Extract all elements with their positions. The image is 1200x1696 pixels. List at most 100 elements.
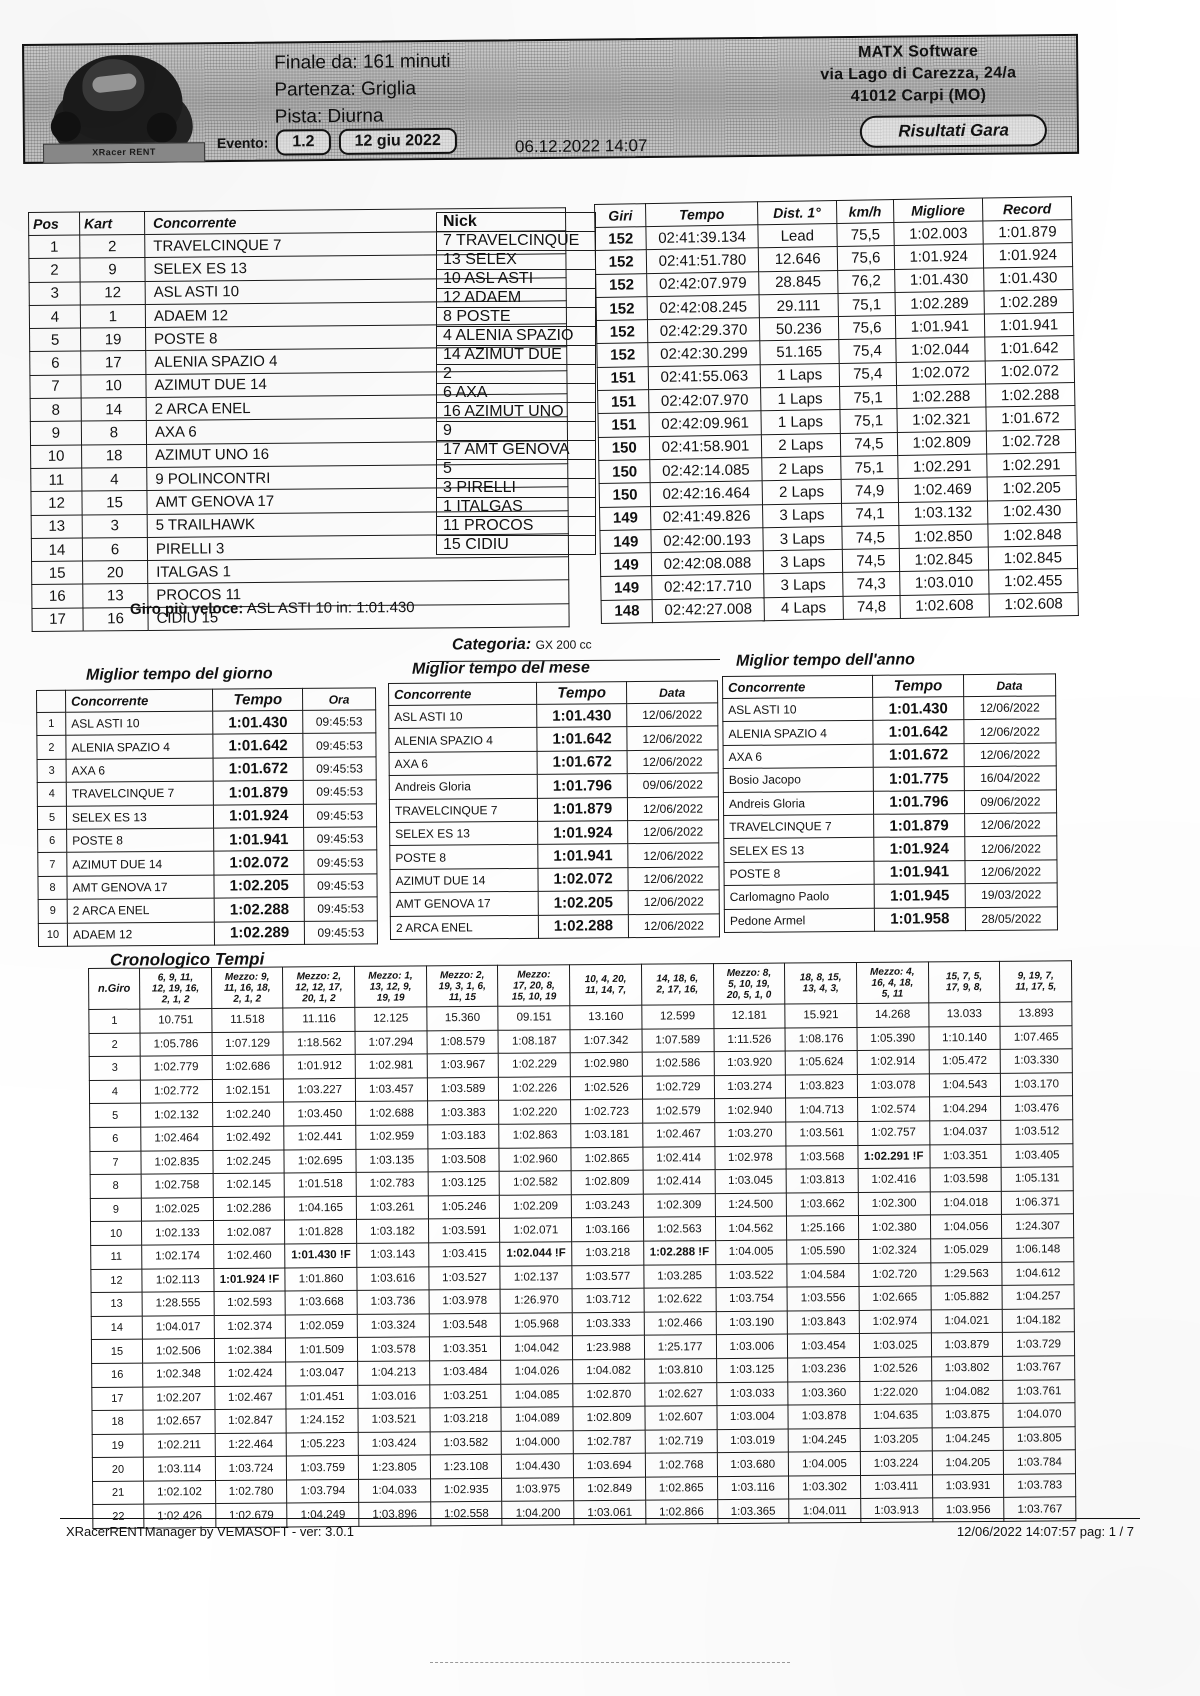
cell-kmh: 75,1 (838, 292, 896, 317)
bd-col-index (36, 690, 66, 713)
table-row: TRAVELCINQUE 7 1:01.879 12/06/2022 (723, 812, 1057, 839)
cell-name: Andreis Gloria (389, 774, 538, 800)
cell-laptime: 1:04.165 (284, 1196, 357, 1221)
cell-laptime: 1:03.662 (786, 1192, 859, 1217)
cell-record: 1:02.455 (988, 568, 1079, 594)
bd-col-ora: Ora (302, 687, 376, 711)
cell-tempo: 02:41:39.134 (646, 224, 758, 250)
cell-laptime: 1:03.754 (715, 1287, 788, 1312)
table-row: 17 AMT GENOVA (436, 440, 596, 460)
cell-giro: 6 (89, 1127, 141, 1152)
fastest-lap-line: Giro più veloce: ASL ASTI 10 in: 1:01.43… (130, 599, 415, 618)
cell-laptime: 1:03.680 (716, 1452, 789, 1477)
event-date-pill: 12 giu 2022 (338, 127, 457, 155)
cell-laptime: 1:03.045 (714, 1169, 787, 1194)
cell-kmh: 74,5 (841, 525, 900, 550)
cell-giro: 21 (92, 1480, 144, 1505)
by-col-data: Data (963, 673, 1056, 697)
cell-index: 3 (37, 759, 67, 783)
cell-laptime: 1:01.451 (286, 1384, 359, 1410)
cell-laptime: 1:25.166 (786, 1215, 859, 1240)
cell-laptime: 1:03.978 (428, 1289, 501, 1314)
cell-giro: 1 (88, 1009, 141, 1034)
cell-ora: 09:45:53 (304, 920, 378, 945)
cell-laptime: 1:02.563 (643, 1216, 716, 1242)
cell-laptime: 1:03.589 (427, 1077, 499, 1102)
cell-laptime: 1:02.207 (142, 1386, 215, 1411)
cell-tempo: 1:01.430 (536, 703, 627, 728)
cell-laptime: 1:03.415 (428, 1242, 501, 1267)
cell-laptime: 1:02.835 (140, 1150, 213, 1175)
cell-laptime: 1:03.227 (283, 1078, 356, 1103)
cell-laptime: 15.921 (784, 1003, 857, 1028)
cell-laptime: 1:02.309 (643, 1193, 715, 1218)
cell-kmh: 74,9 (841, 478, 899, 503)
event-label: Evento: (216, 134, 269, 152)
cell-data: 12/06/2022 (963, 695, 1056, 720)
crono-col-header: 18, 8, 15, 13, 4, 3, (784, 962, 857, 1005)
best-month-table: Concorrente Tempo Data ASL ASTI 10 1:01.4… (388, 680, 720, 940)
cell-pos: 13 (31, 514, 83, 539)
cell-laptime: 1:04.033 (358, 1478, 431, 1503)
cell-laptime: 1:03.218 (571, 1241, 644, 1266)
cell-dist: 2 Laps (761, 456, 842, 482)
cell-dist: 2 Laps (760, 433, 841, 458)
cell-tempo: 1:01.775 (873, 766, 965, 791)
cell-dist: 1 Laps (760, 386, 840, 412)
cell-laptime: 1:02.441 (284, 1125, 356, 1150)
cell-laptime: 1:03.712 (572, 1288, 645, 1313)
cell-laptime: 1:02.071 (499, 1218, 572, 1243)
cell-ora: 09:45:53 (302, 756, 377, 781)
col-nick: Nick (436, 212, 596, 232)
cell-name: TRAVELCINQUE 7 (389, 797, 538, 823)
cell-name: ALENIA SPAZIO 4 (722, 720, 873, 746)
cell-tempo: 1:02.289 (214, 920, 305, 946)
cell-tempo: 1:01.642 (872, 719, 964, 745)
cell-giri: 150 (599, 482, 651, 508)
cell-laptime: 1:03.805 (1003, 1426, 1076, 1451)
cell-data: 12/06/2022 (964, 812, 1057, 837)
cell-giri: 149 (600, 576, 653, 601)
fastest-lap-label: Giro più veloce: (129, 600, 244, 618)
cell-laptime: 1:02.300 (858, 1191, 931, 1216)
cell-laptime: 1:02.226 (498, 1076, 571, 1101)
cell-laptime: 1:03.033 (716, 1381, 789, 1406)
cell-index: 4 (37, 782, 67, 807)
cell-laptime: 1:07.129 (211, 1031, 284, 1056)
cell-laptime: 1:03.729 (1002, 1332, 1075, 1357)
table-row: 15 CIDIU (436, 535, 596, 555)
table-row: 2 (436, 364, 596, 384)
cell-nick: 8 POSTE (436, 307, 596, 327)
table-row: 7 AZIMUT DUE 14 1:02.072 09:45:53 (37, 850, 377, 877)
cell-laptime: 1:03.810 (644, 1358, 717, 1383)
cell-tempo: 02:42:17.710 (652, 574, 764, 600)
cell-kmh: 75,6 (838, 315, 896, 340)
cell-giri: 151 (597, 412, 650, 438)
cell-kmh: 75,1 (839, 385, 897, 410)
cell-nick: 10 ASL ASTI (436, 269, 596, 289)
cell-laptime: 1:05.786 (140, 1032, 212, 1057)
cell-tempo: 02:41:58.901 (649, 434, 762, 460)
company-block: MATX Software via Lago di Carezza, 24/a … (820, 40, 1017, 108)
cell-kart: 6 (82, 537, 148, 562)
results-nick-table: Nick 7 TRAVELCINQUE 13 SELEX 10 ASL ASTI 12… (436, 212, 596, 555)
cell-record: 1:02.288 (985, 382, 1075, 408)
cell-laptime: 1:04.205 (931, 1450, 1004, 1475)
cell-laptime: 1:02.245 (212, 1149, 285, 1174)
cell-laptime: 1:04.005 (788, 1451, 861, 1476)
crono-col-header: Mezzo: 2, 19, 3, 1, 6, 11, 15 (426, 965, 499, 1007)
best-day-title: Miglior tempo del giorno (85, 665, 273, 684)
cell-pos: 3 (29, 281, 81, 306)
cell-laptime: 1:03.236 (787, 1357, 860, 1382)
cell-laptime: 1:03.879 (930, 1332, 1003, 1357)
cell-laptime: 1:03.784 (1003, 1450, 1076, 1475)
cell-laptime: 1:04.713 (785, 1097, 858, 1122)
cell-name: AXA 6 (389, 751, 538, 776)
cell-laptime: 1:07.589 (641, 1028, 714, 1053)
cell-laptime: 1:04.213 (357, 1360, 430, 1385)
cell-tempo: 1:01.945 (874, 883, 966, 908)
cell-laptime: 1:02.460 (213, 1243, 286, 1269)
cell-laptime: 1:23.988 (572, 1335, 645, 1360)
cell-laptime: 1:03.598 (929, 1167, 1002, 1192)
